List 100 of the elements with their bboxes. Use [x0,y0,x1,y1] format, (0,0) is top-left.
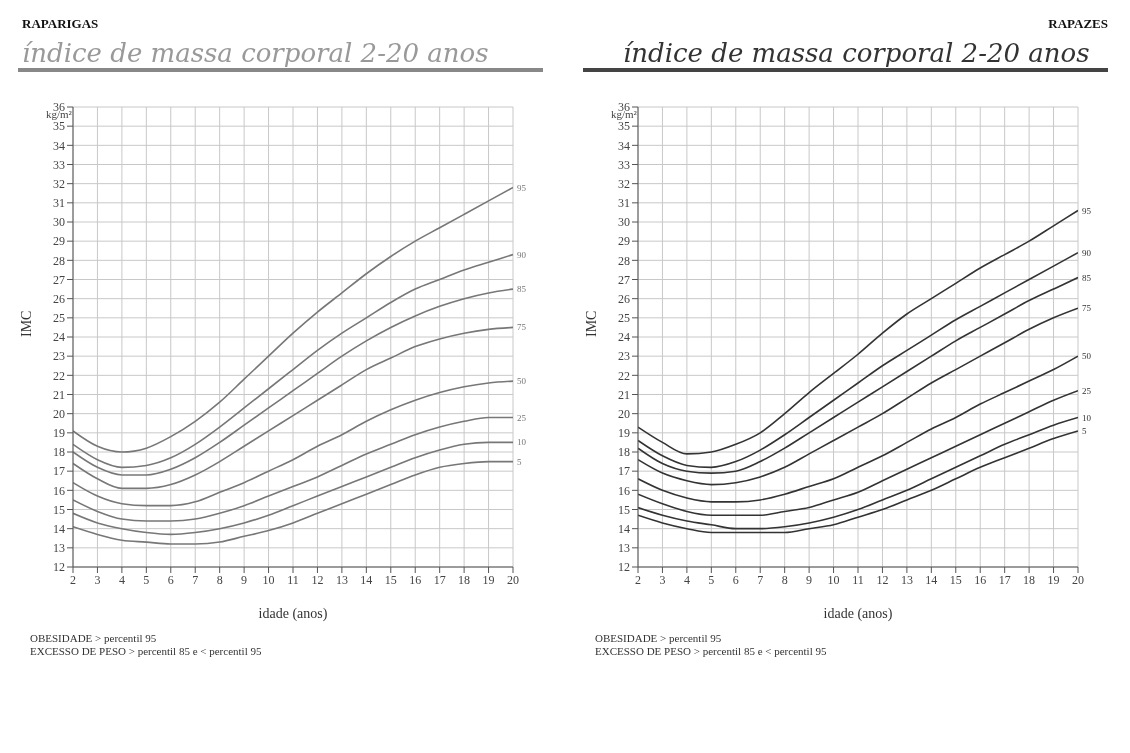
y-tick-label: 16 [618,483,630,498]
y-tick-label: 32 [618,176,630,191]
chart-subtitle: RAPAZES [1047,16,1109,32]
line-series [73,288,513,476]
y-tick-label: 15 [53,502,65,517]
x-tick-label: 4 [118,572,125,587]
series-label: 5 [517,456,522,467]
text: OBESIDADE > percentil 95 [595,632,723,645]
x-tick-label: 19 [482,572,495,587]
y-tick-label: 18 [53,445,65,460]
line-series [73,326,513,490]
x-tick-label: 2 [70,572,76,587]
x-tick-label: 11 [852,572,864,587]
series-label: 25 [1082,385,1092,396]
x-tick-label: 4 [683,572,690,587]
series-label: 85 [517,284,527,295]
line-series [638,389,1078,517]
y-tick-label: 34 [618,138,630,153]
x-tick-label: 19 [1047,572,1060,587]
x-tick-label: 5 [708,572,715,587]
y-tick-label: 12 [53,560,65,575]
x-tick-label: 14 [925,572,938,587]
line-series [638,430,1078,534]
y-tick-label: 30 [53,215,65,230]
series-label: 50 [517,376,527,387]
x-axis-title: idade (anos) [823,606,893,622]
y-tick-label: 14 [618,521,630,536]
y-tick-label: 23 [53,349,65,364]
series-label: 95 [517,182,527,193]
series-label: 75 [517,322,527,333]
x-tick-label: 18 [1023,572,1036,587]
x-tick-label: 6 [732,572,739,587]
text: OBESIDADE > percentil 95 [30,632,158,645]
y-tick-label: 34 [53,138,65,153]
x-tick-label: 7 [192,572,199,587]
y-tick-label: 19 [53,426,65,441]
chart-title: índice de massa corporal 2-20 anos [18,38,543,72]
line-series [638,307,1078,486]
series-label: 10 [517,437,527,448]
x-tick-label: 12 [311,572,324,587]
x-tick-label: 14 [360,572,373,587]
x-tick-label: 17 [433,572,446,587]
x-tick-label: 9 [806,572,813,587]
x-axis-title: idade (anos) [258,606,328,622]
y-tick-label: 12 [618,560,630,575]
y-tick-label: 22 [53,368,65,383]
x-tick-label: 3 [94,572,101,587]
y-tick-label: 27 [618,272,630,287]
y-tick-label: 33 [618,157,630,172]
series-label: 25 [517,412,527,423]
y-tick-label: 29 [618,234,630,249]
x-tick-label: 3 [659,572,666,587]
y-tick-label: 17 [618,464,630,479]
x-tick-label: 8 [216,572,223,587]
y-tick-label: 35 [618,119,630,134]
line-series [638,355,1078,503]
x-tick-label: 5 [143,572,150,587]
y-tick-label: 33 [53,157,65,172]
series-label: 90 [1082,247,1092,258]
y-tick-label: 35 [53,119,65,134]
y-tick-label: 29 [53,234,65,249]
y-tick-label: 24 [618,330,630,345]
y-tick-label: 31 [53,196,65,211]
series-label: 85 [1082,272,1092,283]
y-tick-label: 28 [618,253,630,268]
x-tick-label: 20 [1072,572,1084,587]
x-tick-label: 15 [384,572,397,587]
y-tick-label: 23 [618,349,630,364]
x-tick-label: 15 [949,572,962,587]
y-tick-label: 20 [53,406,65,421]
x-tick-label: 8 [781,572,788,587]
text: EXCESSO DE PESO > percentil 85 e < percentil 95 [595,645,828,658]
y-tick-label: 20 [618,406,630,421]
y-tick-label: 31 [618,196,630,211]
y-tick-label: 19 [618,426,630,441]
x-tick-label: 13 [900,572,913,587]
line-series [73,253,513,469]
x-tick-label: 6 [167,572,174,587]
x-tick-label: 10 [827,572,840,587]
series-label: 50 [1082,351,1092,362]
chart-subtitle: RAPARIGAS [21,16,100,32]
y-tick-label: 26 [53,291,65,306]
y-tick-label: 22 [618,368,630,383]
y-tick-label: 13 [618,541,630,556]
y-tick-label: 24 [53,330,65,345]
x-tick-label: 11 [287,572,299,587]
x-tick-label: 16 [974,572,987,587]
y-tick-label: 15 [618,502,630,517]
series-label: 95 [1082,205,1092,216]
y-tick-label: 25 [53,311,65,326]
y-axis-title: IMC [583,310,599,337]
text: EXCESSO DE PESO > percentil 85 e < percentil 95 [30,645,263,658]
y-tick-label: 28 [53,253,65,268]
y-tick-label: 18 [618,445,630,460]
series-label: 5 [1082,425,1087,436]
line-series [73,416,513,522]
y-tick-label: 16 [53,483,65,498]
series-label: 75 [1082,303,1092,314]
line-series [638,209,1078,455]
series-label: 90 [517,249,527,260]
